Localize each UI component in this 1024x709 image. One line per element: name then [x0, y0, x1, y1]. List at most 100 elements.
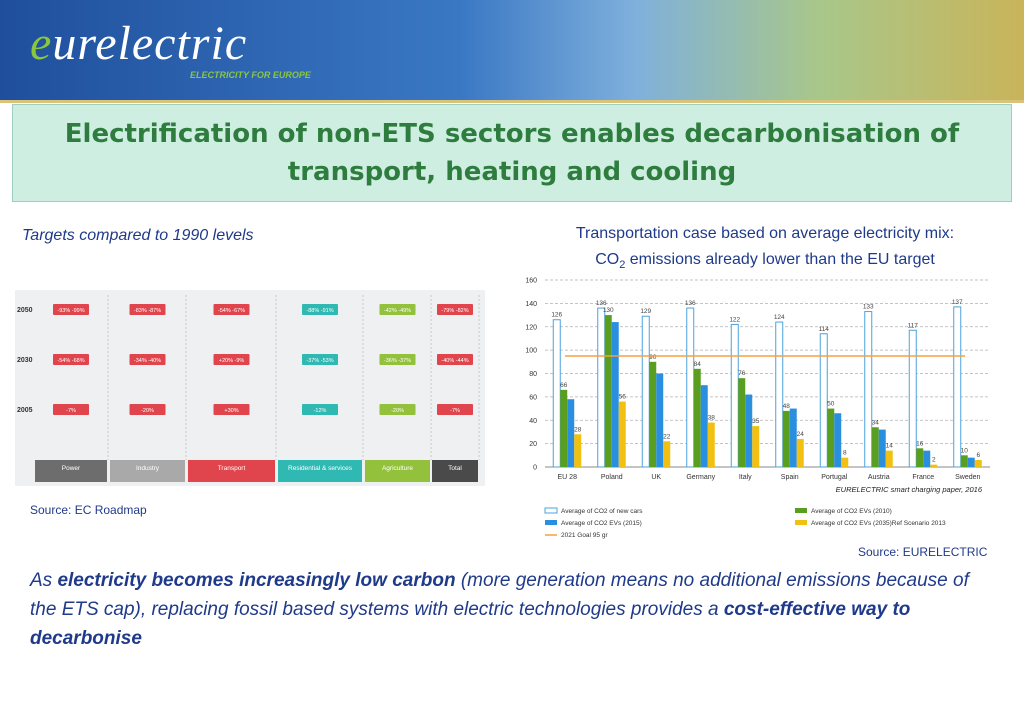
data-label: 28	[574, 426, 582, 433]
bar	[864, 311, 873, 468]
y-tick-label: 80	[529, 371, 537, 378]
tagline: ELECTRICITY FOR EUROPE	[190, 70, 311, 80]
target-value: -12%	[314, 408, 327, 414]
data-label: 84	[694, 361, 702, 368]
sector-base	[35, 460, 107, 482]
legend-swatch	[795, 508, 807, 513]
target-box	[437, 304, 473, 315]
target-value: -54% -68%	[57, 358, 84, 364]
data-label: 137	[952, 299, 963, 306]
bar	[686, 307, 695, 468]
y-tick-label: 120	[525, 324, 537, 331]
x-tick-label: Poland	[601, 474, 623, 481]
body-run: As	[30, 570, 58, 591]
sector-name: Power	[62, 465, 81, 472]
target-box	[53, 404, 89, 415]
target-value: -7%	[66, 408, 76, 414]
bar	[641, 315, 650, 468]
target-value: -34% -40%	[134, 358, 161, 364]
target-box	[379, 404, 416, 415]
bar	[552, 319, 561, 468]
x-tick-label: France	[912, 474, 934, 481]
bar	[574, 434, 582, 467]
legend-swatch	[545, 520, 557, 525]
bar	[700, 385, 708, 467]
bar	[611, 322, 619, 467]
data-label: 22	[663, 433, 671, 440]
x-tick-label: UK	[651, 474, 661, 481]
sector-name: Agriculture	[382, 465, 413, 472]
y-tick-label: 100	[525, 348, 537, 355]
y-tick-label: 20	[529, 441, 537, 448]
x-tick-label: EU 28	[558, 474, 578, 481]
body-run: electricity becomes increasingly low car…	[57, 570, 456, 591]
y-tick-label: 160	[525, 278, 537, 285]
bar	[885, 450, 893, 467]
sector-base	[365, 460, 430, 482]
x-tick-label: Sweden	[955, 474, 980, 481]
bar	[974, 459, 982, 467]
target-box	[379, 354, 416, 365]
target-box	[213, 304, 250, 315]
bar	[967, 457, 975, 467]
target-box	[302, 304, 338, 315]
target-box	[437, 404, 473, 415]
target-box	[53, 354, 89, 365]
data-label: 114	[819, 326, 830, 333]
target-box	[302, 404, 338, 415]
data-label: 76	[738, 370, 746, 377]
target-value: -36% -37%	[384, 358, 411, 364]
bar	[930, 464, 938, 467]
title-box: Electrification of non-ETS sectors enabl…	[12, 104, 1012, 202]
target-box	[129, 404, 166, 415]
legend-label: Average of CO2 EVs (2015)	[561, 520, 642, 527]
logo-e: e	[30, 17, 53, 70]
header-banner: eurelectric ELECTRICITY FOR EUROPE	[0, 0, 1024, 103]
sector-name: Transport	[218, 465, 246, 472]
slide-title: Electrification of non-ETS sectors enabl…	[64, 119, 960, 187]
target-value: +30%	[224, 408, 238, 414]
sector-base	[278, 460, 362, 482]
data-label: 66	[560, 382, 568, 389]
bar	[693, 368, 701, 467]
bar	[827, 408, 835, 467]
data-label: 14	[886, 443, 894, 450]
bar	[745, 394, 753, 467]
bar	[908, 329, 917, 468]
data-label: 133	[863, 304, 874, 311]
bar	[649, 361, 657, 467]
title-part: CO	[595, 251, 620, 268]
bar	[775, 321, 784, 468]
target-value: -40% -44%	[441, 358, 468, 364]
sector-base	[110, 460, 185, 482]
y-tick-label: 140	[525, 301, 537, 308]
bar	[567, 399, 575, 467]
target-value: -20%	[391, 408, 404, 414]
bar	[923, 450, 931, 467]
year-label: 2005	[17, 407, 33, 414]
title-part: emissions already lower than the EU targ…	[629, 251, 935, 268]
data-label: 124	[774, 314, 785, 321]
bar	[960, 455, 968, 467]
bar	[819, 333, 828, 468]
target-box	[379, 304, 416, 315]
sector-name: Residential & services	[288, 465, 353, 472]
legend-swatch	[544, 507, 558, 514]
bar	[953, 306, 962, 468]
left-source: Source: EC Roadmap	[30, 503, 147, 517]
chart-title: Transportation case based on average ele…	[520, 221, 1010, 278]
target-value: -7%	[450, 408, 460, 414]
data-label: 126	[551, 312, 562, 319]
data-label: 117	[908, 322, 919, 329]
left-caption: Targets compared to 1990 levels	[22, 227, 254, 244]
x-tick-label: Germany	[686, 474, 715, 481]
data-label: 10	[961, 447, 969, 454]
bar	[730, 323, 739, 468]
x-tick-label: Italy	[739, 474, 752, 481]
target-value: +20% -9%	[219, 358, 245, 364]
bar	[782, 410, 790, 467]
logo-rest: urelectric	[52, 17, 248, 70]
target-box	[129, 304, 166, 315]
body-run: (more generation means no additional emi…	[30, 570, 969, 620]
